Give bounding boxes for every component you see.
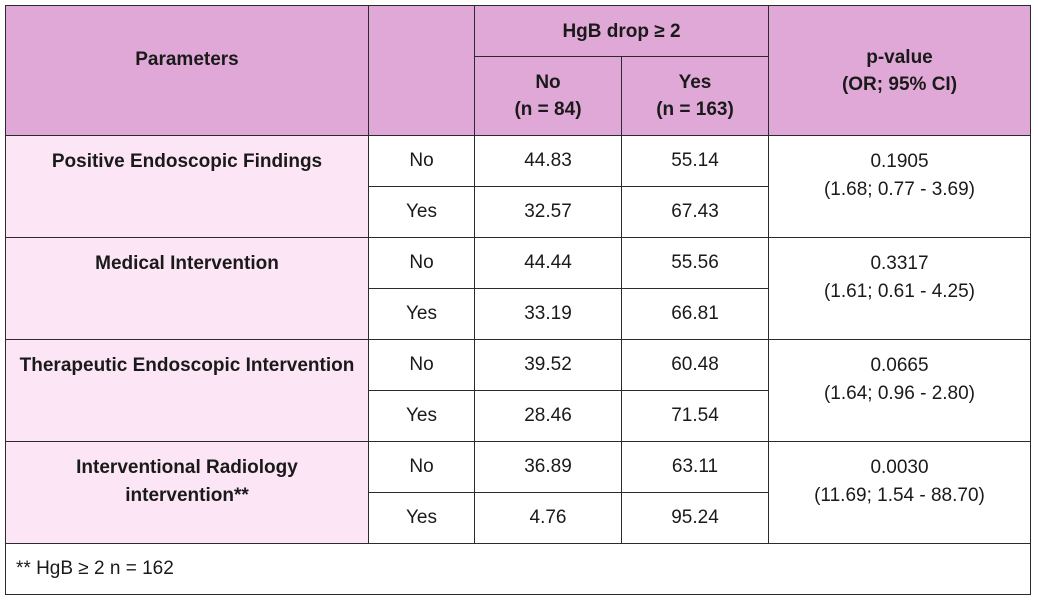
hgb-yes-cell: 63.11 [621, 441, 769, 493]
results-table: Parameters HgB drop ≥ 2 p-value (OR; 95%… [5, 5, 1031, 595]
or-ci: (1.64; 0.96 - 2.80) [823, 383, 976, 404]
pvalue-cell: 0.3317 (1.61; 0.61 - 4.25) [768, 237, 1031, 340]
pvalue-cell: 0.0665 (1.64; 0.96 - 2.80) [768, 339, 1031, 442]
level-cell: No [368, 441, 475, 493]
table-row: Therapeutic Endoscopic Intervention No 3… [5, 339, 1031, 442]
level-cell: No [368, 339, 475, 391]
table-row: Yes 32.57 67.43 [6, 186, 1031, 238]
hgb-no-cell: 39.52 [474, 339, 622, 391]
header-pvalue-sub: (OR; 95% CI) [841, 73, 958, 95]
header-hgb-drop: HgB drop ≥ 2 [474, 5, 769, 57]
pvalue: 0.0030 [870, 457, 929, 478]
or-ci: (1.61; 0.61 - 4.25) [823, 281, 976, 302]
footnote-row: ** HgB ≥ 2 n = 162 [5, 543, 1031, 595]
pvalue: 0.3317 [870, 253, 929, 274]
or-ci: (1.68; 0.77 - 3.69) [823, 179, 976, 200]
hgb-yes-cell: 67.43 [621, 186, 769, 238]
table-row: Yes 28.46 71.54 [6, 390, 1031, 442]
table-row: Positive Endoscopic Findings No 44.83 55… [5, 135, 1031, 238]
table-row: Yes 4.76 95.24 [6, 492, 1031, 544]
hgb-yes-cell: 60.48 [621, 339, 769, 391]
header-row-2: No (n = 84) Yes (n = 163) [6, 56, 1031, 136]
hgb-yes-cell: 95.24 [621, 492, 769, 544]
hgb-no-cell: 4.76 [474, 492, 622, 544]
header-row-1: Parameters HgB drop ≥ 2 p-value (OR; 95%… [5, 5, 1031, 136]
level-cell: Yes [368, 390, 475, 442]
parameter-cell: Medical Intervention [5, 237, 369, 340]
hgb-yes-cell: 55.56 [621, 237, 769, 289]
pvalue: 0.0665 [870, 355, 929, 376]
level-cell: Yes [368, 288, 475, 340]
header-pvalue-label: p-value [866, 46, 933, 68]
level-cell: No [368, 135, 475, 187]
pvalue-cell: 0.1905 (1.68; 0.77 - 3.69) [768, 135, 1031, 238]
header-no-n: (n = 84) [514, 99, 582, 120]
level-cell: No [368, 237, 475, 289]
header-yes-n: (n = 163) [656, 99, 734, 120]
results-table-wrapper: Parameters HgB drop ≥ 2 p-value (OR; 95%… [5, 5, 1031, 595]
header-no: No (n = 84) [474, 56, 622, 136]
hgb-no-cell: 44.83 [474, 135, 622, 187]
pvalue-cell: 0.0030 (11.69; 1.54 - 88.70) [768, 441, 1031, 544]
or-ci: (11.69; 1.54 - 88.70) [814, 485, 985, 506]
hgb-yes-cell: 66.81 [621, 288, 769, 340]
hgb-yes-cell: 55.14 [621, 135, 769, 187]
level-cell: Yes [368, 186, 475, 238]
hgb-no-cell: 44.44 [474, 237, 622, 289]
parameter-cell: Positive Endoscopic Findings [5, 135, 369, 238]
parameter-cell: Interventional Radiology intervention** [5, 441, 369, 544]
hgb-no-cell: 33.19 [474, 288, 622, 340]
level-cell: Yes [368, 492, 475, 544]
header-parameters: Parameters [5, 5, 369, 136]
header-no-label: No [535, 72, 561, 93]
hgb-no-cell: 32.57 [474, 186, 622, 238]
hgb-yes-cell: 71.54 [621, 390, 769, 442]
pvalue: 0.1905 [870, 151, 929, 172]
hgb-no-cell: 36.89 [474, 441, 622, 493]
hgb-no-cell: 28.46 [474, 390, 622, 442]
table-row: Yes 33.19 66.81 [6, 288, 1031, 340]
header-pvalue: p-value (OR; 95% CI) [768, 5, 1031, 136]
header-blank [368, 5, 475, 136]
header-yes: Yes (n = 163) [621, 56, 769, 136]
footnote: ** HgB ≥ 2 n = 162 [5, 543, 1031, 595]
header-yes-label: Yes [678, 72, 712, 93]
parameter-cell: Therapeutic Endoscopic Intervention [5, 339, 369, 442]
table-row: Interventional Radiology intervention** … [5, 441, 1031, 544]
table-row: Medical Intervention No 44.44 55.56 0.33… [5, 237, 1031, 340]
